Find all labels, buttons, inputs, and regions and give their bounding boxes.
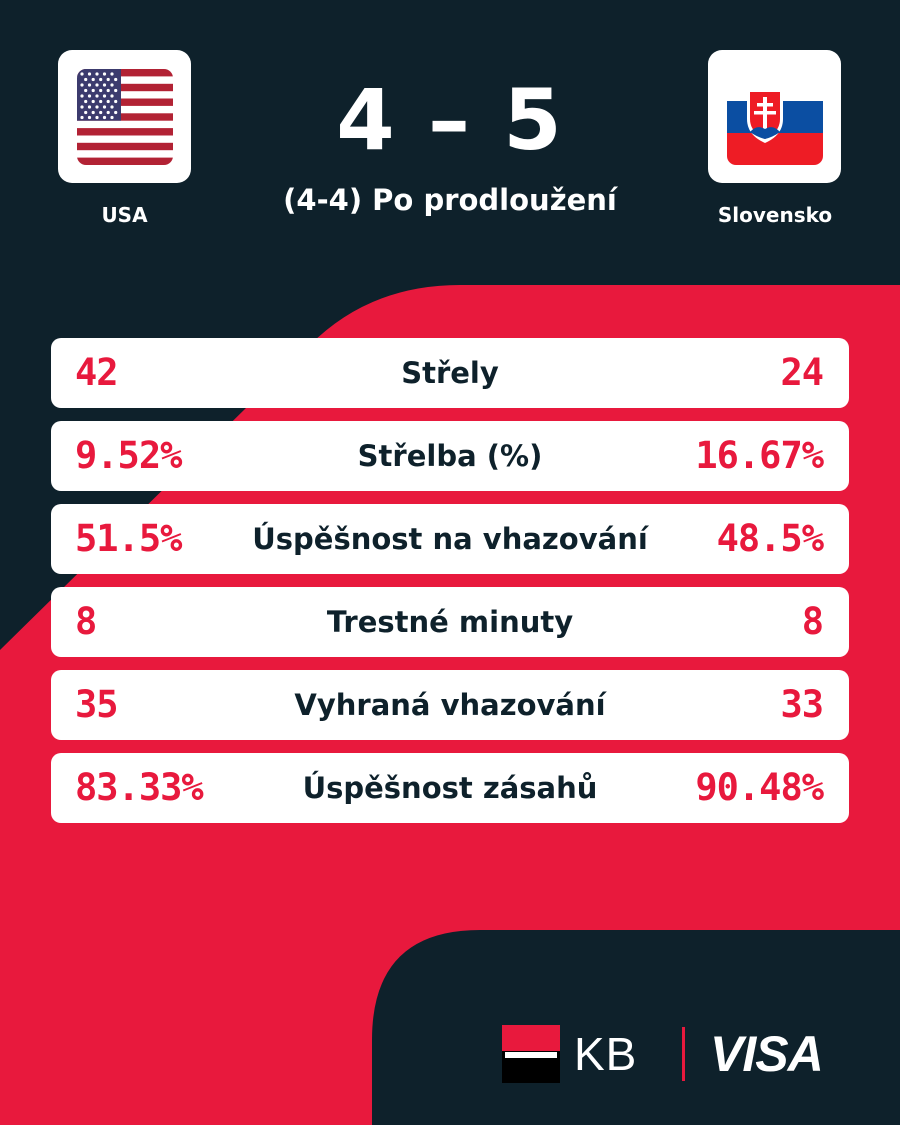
slovakia-flag-icon: [726, 68, 823, 165]
stat-label: Střelba (%): [357, 439, 543, 473]
stat-label: Úspěšnost na vhazování: [252, 522, 648, 556]
home-team-name: USA: [101, 203, 148, 227]
visa-logo: VISA: [710, 1026, 824, 1082]
stat-row-shots: 42 Střely 24: [51, 338, 849, 408]
kb-logo-text: KB: [574, 1028, 638, 1080]
home-stat-value: 35: [75, 683, 119, 726]
away-stat-value: 33: [780, 683, 824, 726]
away-stat-value: 8: [801, 600, 824, 643]
stat-row-penalty-minutes: 8 Trestné minuty 8: [51, 587, 849, 657]
stat-label: Vyhraná vhazování: [294, 688, 606, 722]
stat-row-save-pct: 83.33% Úspěšnost zásahů 90.48%: [51, 753, 849, 823]
away-stat-value: 24: [780, 351, 824, 394]
stat-label: Trestné minuty: [326, 605, 574, 639]
stat-label: Střely: [401, 356, 499, 390]
away-flag-card: [708, 50, 841, 183]
stat-row-shooting-pct: 9.52% Střelba (%) 16.67%: [51, 421, 849, 491]
away-stat-value: 16.67%: [695, 434, 824, 477]
sponsor-divider: [682, 1027, 685, 1081]
match-score: 4 – 5: [336, 71, 564, 169]
stat-label: Úspěšnost zásahů: [302, 771, 598, 805]
kb-logo-icon: [502, 1025, 560, 1083]
home-stat-value: 51.5%: [75, 517, 182, 560]
home-stat-value: 8: [75, 600, 97, 643]
sponsor-footer: KB VISA: [502, 1025, 847, 1083]
usa-flag-icon: [76, 68, 173, 165]
home-flag-card: [58, 50, 191, 183]
away-stat-value: 48.5%: [716, 517, 824, 560]
home-stat-value: 9.52%: [75, 434, 182, 477]
stat-row-faceoffs-won: 35 Vyhraná vhazování 33: [51, 670, 849, 740]
stat-row-faceoff-pct: 51.5% Úspěšnost na vhazování 48.5%: [51, 504, 849, 574]
away-team-name: Slovensko: [717, 203, 833, 227]
away-stat-value: 90.48%: [695, 766, 824, 809]
match-result-note: (4-4) Po prodloužení: [283, 183, 617, 217]
home-stat-value: 83.33%: [75, 766, 204, 809]
stats-table: 42 Střely 24 9.52% Střelba (%) 16.67% 51…: [51, 338, 849, 836]
home-stat-value: 42: [75, 351, 119, 394]
